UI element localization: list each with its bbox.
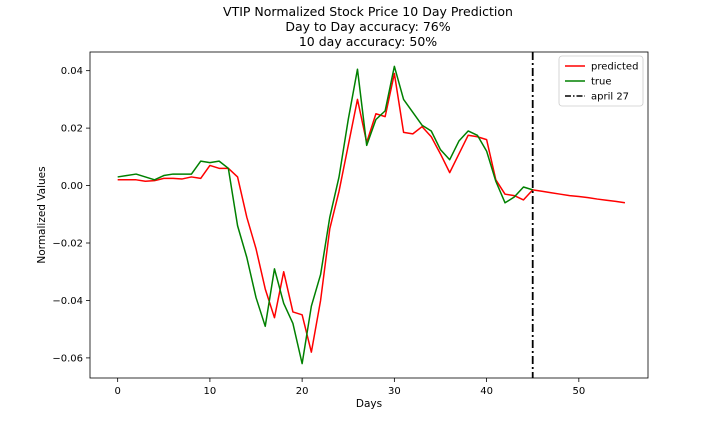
legend-box (558, 55, 644, 107)
chart-title-line-2: Day to Day accuracy: 76% (285, 19, 450, 34)
x-tick-label: 40 (480, 386, 493, 397)
legend: predicted true april 27 (558, 55, 644, 107)
y-tick-label: −0.06 (52, 353, 83, 364)
legend-label-predicted: predicted (591, 62, 638, 73)
y-tick-label: −0.02 (52, 239, 83, 250)
y-axis-ticks: −0.06 −0.04 −0.02 0.00 0.02 0.04 (52, 66, 90, 364)
x-axis-ticks: 0 10 20 30 40 50 (114, 378, 585, 397)
series-line-true (117, 65, 533, 365)
x-tick-label: 0 (114, 386, 120, 397)
legend-label-april-27: april 27 (591, 92, 629, 103)
y-tick-label: −0.04 (52, 296, 83, 307)
y-tick-label: 0.00 (61, 181, 83, 192)
x-tick-label: 30 (388, 386, 401, 397)
series-line-predicted (117, 72, 626, 353)
series-layer (117, 65, 626, 365)
chart-title-line-1: VTIP Normalized Stock Price 10 Day Predi… (223, 4, 513, 19)
y-tick-label: 0.04 (61, 66, 83, 77)
y-tick-label: 0.02 (61, 124, 83, 135)
y-axis-label: Normalized Values (36, 166, 48, 263)
chart-title-line-3: 10 day accuracy: 50% (299, 34, 437, 49)
x-axis-label: Days (356, 398, 382, 410)
x-tick-label: 10 (204, 386, 217, 397)
x-tick-label: 20 (296, 386, 309, 397)
legend-label-true: true (591, 77, 612, 88)
plot-frame (89, 51, 649, 379)
x-tick-label: 50 (572, 386, 585, 397)
